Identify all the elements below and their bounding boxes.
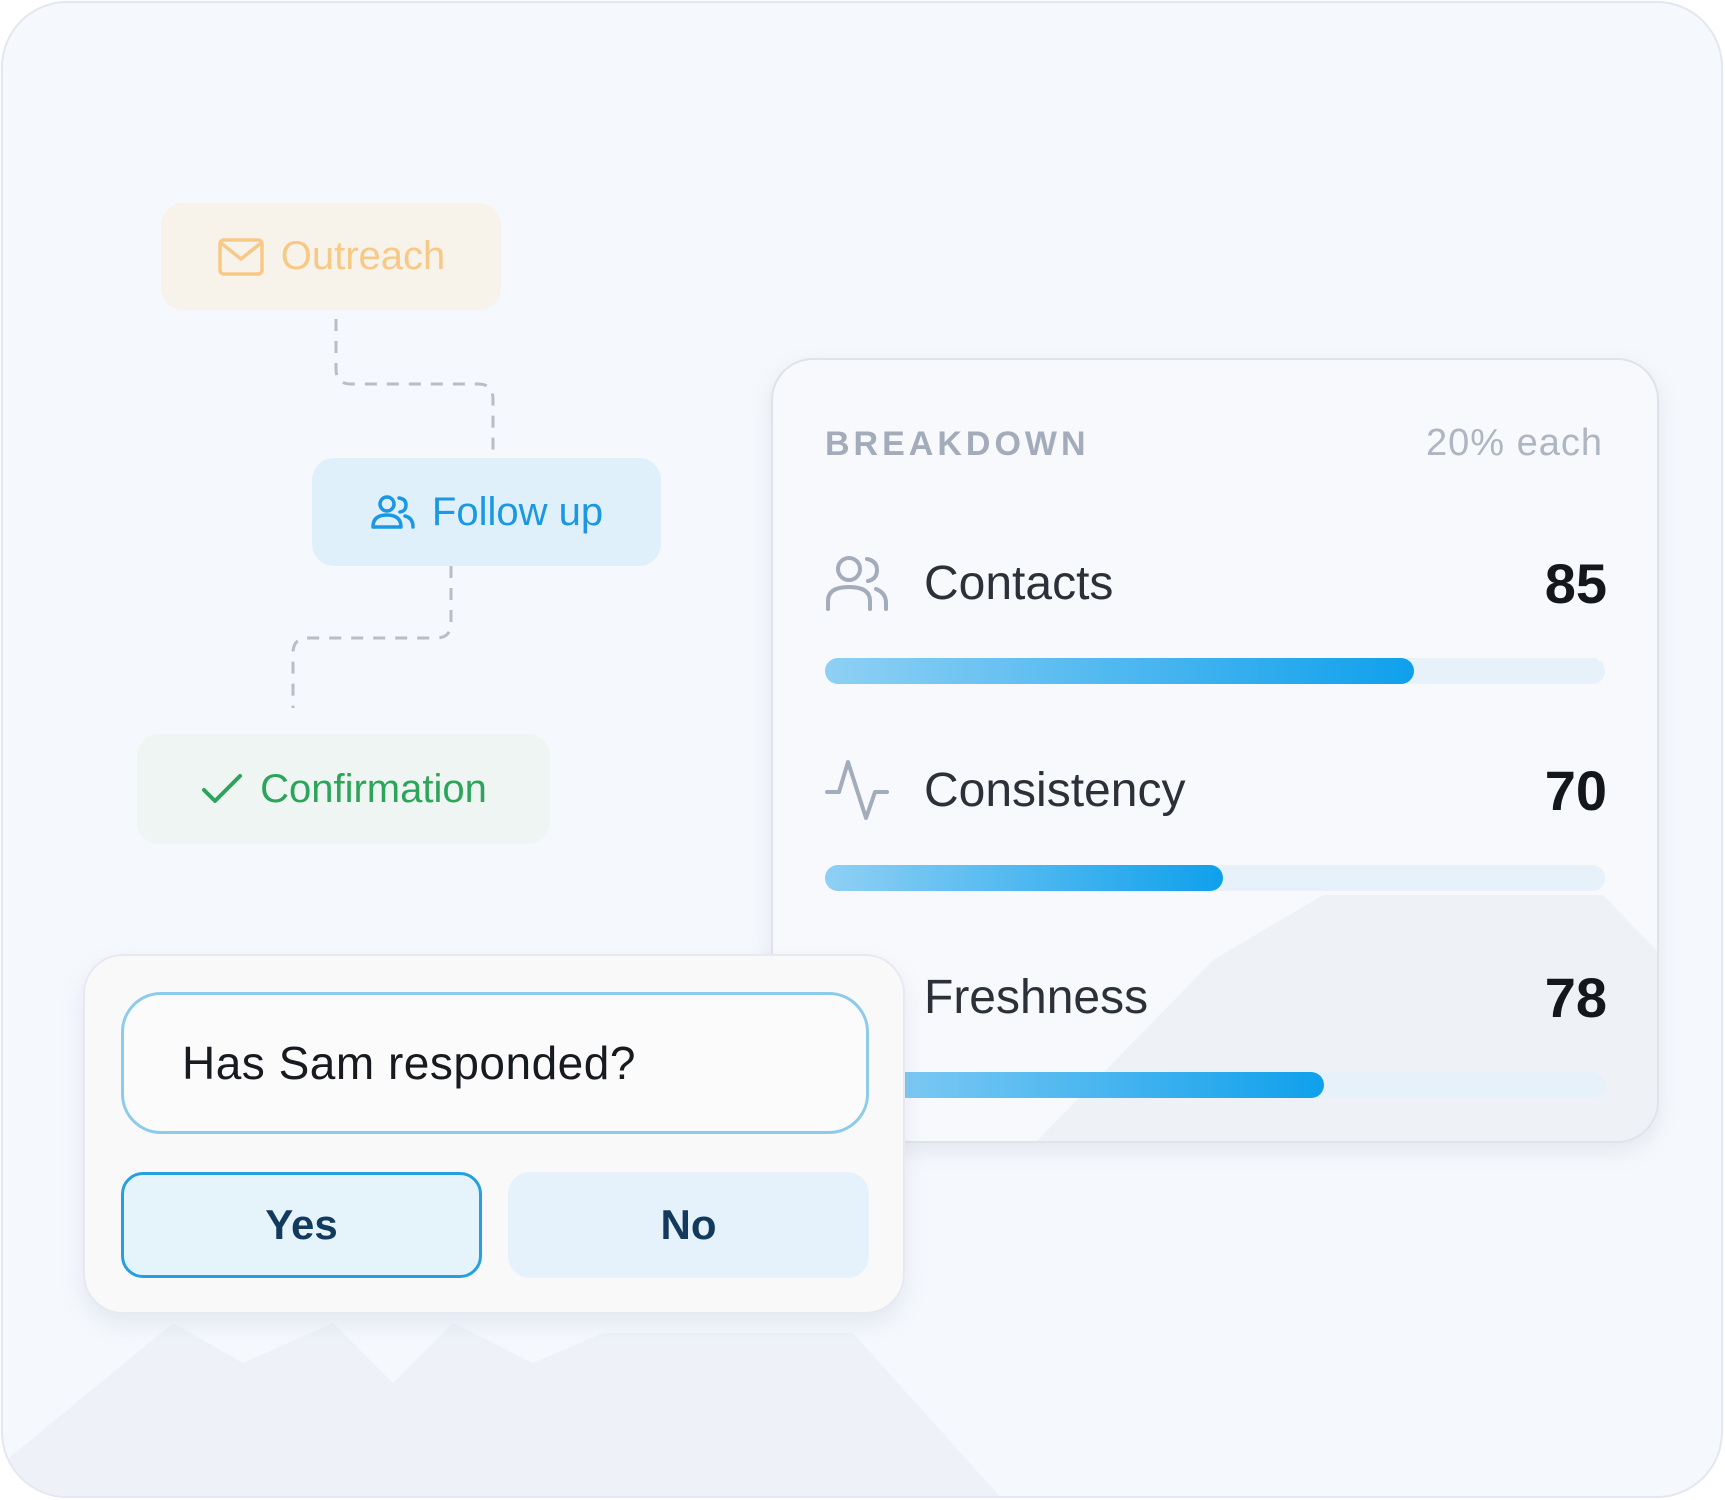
flow-node-outreach[interactable]: Outreach — [161, 203, 501, 310]
contacts-icon — [825, 548, 895, 618]
breakdown-subtitle: 20% each — [1425, 422, 1603, 464]
progress-bar-track — [825, 865, 1605, 891]
mail-icon — [217, 237, 264, 276]
progress-bar-track — [825, 1072, 1605, 1098]
users-icon — [371, 495, 415, 529]
metric-value: 70 — [1544, 758, 1607, 822]
flow-node-label: Outreach — [280, 234, 446, 278]
flow-node-confirmation[interactable]: Confirmation — [137, 734, 550, 844]
metric-freshness: Freshness 78 — [825, 957, 1607, 1098]
breakdown-header: BREAKDOWN 20% each — [825, 422, 1603, 465]
progress-bar-fill — [825, 1072, 1325, 1098]
metric-consistency: Consistency 70 — [825, 750, 1607, 891]
breakdown-title: BREAKDOWN — [825, 425, 1090, 463]
progress-bar-fill — [825, 658, 1414, 684]
metric-label: Contacts — [924, 556, 1114, 610]
question-prompt: Has Sam responded? — [121, 992, 869, 1134]
question-card: Has Sam responded? Yes No — [83, 954, 905, 1314]
check-icon — [202, 774, 243, 803]
metric-label: Freshness — [924, 970, 1149, 1024]
progress-bar-fill — [825, 865, 1223, 891]
background-decoration — [3, 1323, 1000, 1496]
no-button[interactable]: No — [508, 1172, 869, 1278]
metric-value: 78 — [1544, 965, 1607, 1029]
flow-node-label: Confirmation — [260, 766, 487, 811]
activity-icon — [825, 755, 895, 825]
flow-node-follow-up[interactable]: Follow up — [312, 458, 661, 566]
flow-node-label: Follow up — [431, 489, 604, 534]
metric-contacts: Contacts 85 — [825, 543, 1607, 684]
breakdown-card: BREAKDOWN 20% each Contacts 85 — [771, 358, 1659, 1143]
yes-button[interactable]: Yes — [121, 1172, 482, 1278]
progress-bar-track — [825, 658, 1605, 684]
metric-value: 85 — [1544, 551, 1607, 615]
metric-label: Consistency — [924, 763, 1186, 817]
